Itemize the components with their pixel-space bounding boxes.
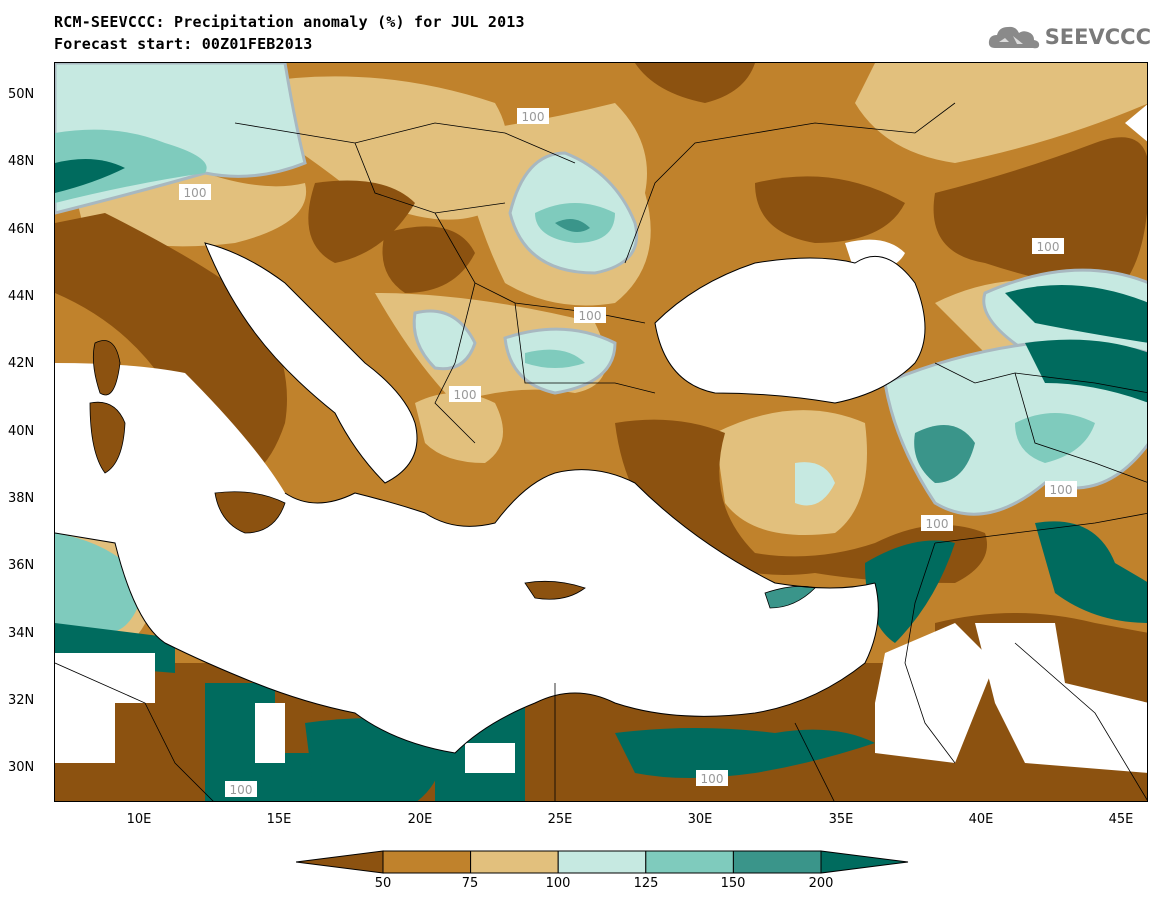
zone-extreme-wet xyxy=(55,159,125,193)
lat-label: 42N xyxy=(8,356,35,371)
colorbar-segment xyxy=(732,850,822,874)
zone-extreme-wet xyxy=(865,540,955,643)
cloud-icon xyxy=(988,26,1039,49)
zone-wet xyxy=(55,129,207,203)
colorbar xyxy=(295,849,910,879)
lat-label: 48N xyxy=(8,154,35,169)
nodata-area xyxy=(875,623,995,763)
coastlines xyxy=(55,242,926,754)
zone-very-wet xyxy=(914,425,975,483)
colorbar-segment xyxy=(820,850,909,874)
zone-very-dry xyxy=(933,137,1147,293)
zone-very-dry xyxy=(308,180,415,263)
zone-wet xyxy=(525,349,585,368)
colorbar-graphic xyxy=(295,850,909,874)
zone-extreme-wet xyxy=(1035,521,1147,623)
lon-label: 15E xyxy=(266,812,292,827)
seevccc-logo: SEEVCCC xyxy=(987,22,1151,52)
colorbar-tick: 75 xyxy=(461,876,479,891)
zone-slightly-dry xyxy=(715,410,867,535)
colorbar-tick: 125 xyxy=(633,876,659,891)
lat-label: 40N xyxy=(8,424,35,439)
lon-label: 20E xyxy=(407,812,433,827)
lat-label: 30N xyxy=(8,760,35,775)
contour-label: 100 xyxy=(522,110,545,124)
logo-text: SEEVCCC xyxy=(1044,25,1151,49)
island-sicily xyxy=(214,491,286,534)
lat-label: 32N xyxy=(8,693,35,708)
lat-label: 50N xyxy=(8,87,35,102)
zone-very-dry xyxy=(55,213,287,483)
lon-label: 30E xyxy=(687,812,713,827)
sea-black xyxy=(655,256,925,403)
colorbar-segment xyxy=(295,850,384,874)
colorbar-segment xyxy=(470,850,559,874)
lat-label: 46N xyxy=(8,222,35,237)
contour-label: 100 xyxy=(454,388,477,402)
contour-label: 100 xyxy=(1050,483,1073,497)
lon-label: 25E xyxy=(547,812,573,827)
island-sardinia xyxy=(89,401,126,474)
contour-label: 100 xyxy=(230,783,253,797)
colorbar-tick: 150 xyxy=(720,876,746,891)
zone-slightly-dry xyxy=(855,63,1147,163)
nodata-area xyxy=(465,743,515,773)
colorbar-segment xyxy=(557,850,647,874)
lon-label: 10E xyxy=(126,812,152,827)
zone-very-wet xyxy=(555,219,590,232)
island-crete xyxy=(524,580,586,600)
contour-label: 100 xyxy=(1037,240,1060,254)
island-corsica xyxy=(92,340,121,396)
map-title: RCM-SEEVCCC: Precipitation anomaly (%) f… xyxy=(54,13,525,31)
lat-label: 38N xyxy=(8,491,35,506)
lon-label: 45E xyxy=(1108,812,1134,827)
map-panel: 100 100 100 100 100 100 100 100 100 xyxy=(54,62,1148,802)
colorbar-tick: 100 xyxy=(545,876,571,891)
zone-wet xyxy=(1015,413,1095,463)
forecast-start-label: Forecast start: 00Z01FEB2013 xyxy=(54,35,313,53)
colorbar-tick: 50 xyxy=(374,876,392,891)
contour-labels: 100 100 100 100 100 100 100 100 100 xyxy=(179,108,1077,797)
nodata-area xyxy=(255,703,285,763)
contour-label: 100 xyxy=(184,186,207,200)
nodata-area xyxy=(975,623,1147,773)
lon-label: 35E xyxy=(828,812,854,827)
lat-label: 34N xyxy=(8,626,35,641)
zone-very-dry xyxy=(635,63,755,103)
contour-label: 100 xyxy=(701,772,724,786)
colorbar-segment xyxy=(382,850,472,874)
country-borders xyxy=(55,102,1147,801)
lat-label: 36N xyxy=(8,558,35,573)
colorbar-segment xyxy=(645,850,734,874)
nodata-area xyxy=(55,653,155,763)
anomaly-map: 100 100 100 100 100 100 100 100 100 xyxy=(55,63,1147,801)
sea-caspian-edge xyxy=(1125,104,1147,142)
zone-very-dry xyxy=(755,176,905,243)
lat-label: 44N xyxy=(8,289,35,304)
zone-slightly-dry xyxy=(415,393,503,463)
zone-very-dry xyxy=(615,419,987,583)
sea-mediterranean xyxy=(55,363,879,753)
zone-slightly-wet xyxy=(412,309,477,371)
zone-wet xyxy=(55,533,145,633)
contour-label: 100 xyxy=(926,517,949,531)
sea-adriatic xyxy=(205,243,417,483)
lon-label: 40E xyxy=(968,812,994,827)
contour-label: 100 xyxy=(579,309,602,323)
zone-slightly-dry xyxy=(255,76,508,220)
zone-extreme-wet xyxy=(1005,285,1147,343)
colorbar-tick: 200 xyxy=(808,876,834,891)
zone-extreme-wet xyxy=(615,728,875,778)
zone-slightly-wet xyxy=(795,462,835,506)
